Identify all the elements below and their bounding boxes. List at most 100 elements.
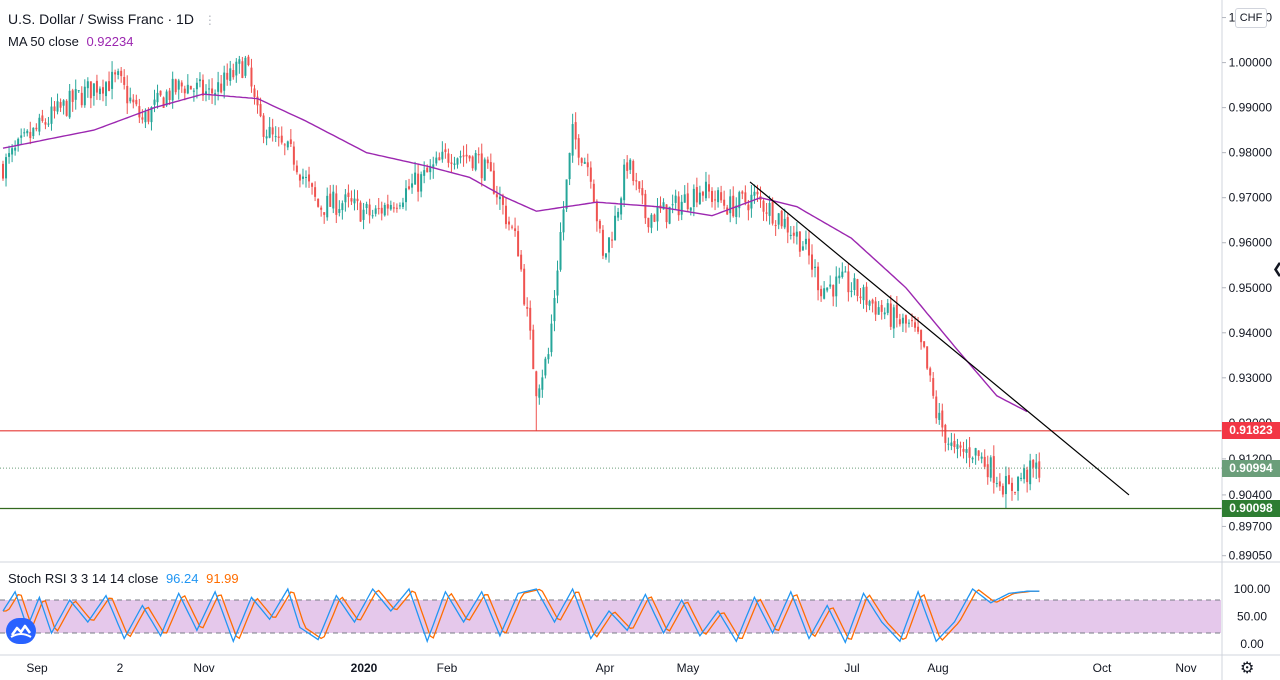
candle-body bbox=[595, 201, 598, 222]
candle-body bbox=[338, 208, 341, 213]
candle-body bbox=[238, 59, 241, 64]
candle-body bbox=[205, 91, 208, 95]
candle-body bbox=[450, 162, 453, 164]
candle-body bbox=[980, 456, 983, 459]
candle-body bbox=[480, 153, 483, 179]
candle-body bbox=[1032, 459, 1035, 468]
candle-body bbox=[783, 218, 786, 228]
candle-body bbox=[468, 155, 471, 159]
candle-body bbox=[417, 173, 420, 192]
candle-body bbox=[971, 457, 974, 460]
candle-body bbox=[671, 204, 674, 206]
candle-body bbox=[17, 138, 20, 147]
candle-body bbox=[53, 106, 56, 112]
candle-body bbox=[208, 88, 211, 90]
candle-body bbox=[111, 71, 114, 89]
candle-body bbox=[5, 157, 8, 179]
candle-body bbox=[983, 456, 986, 467]
candle-body bbox=[301, 176, 304, 179]
candle-body bbox=[977, 450, 980, 456]
candle-body bbox=[314, 187, 317, 197]
candle-body bbox=[765, 212, 768, 214]
candle-body bbox=[786, 217, 789, 233]
ma-label[interactable]: MA 50 close bbox=[8, 34, 79, 49]
candle-body bbox=[38, 117, 41, 132]
candle-body bbox=[838, 275, 841, 279]
candle-body bbox=[641, 188, 644, 196]
candle-body bbox=[435, 157, 438, 164]
downtrend-line bbox=[749, 181, 1130, 496]
candle-body bbox=[253, 88, 256, 97]
candle-body bbox=[1014, 491, 1017, 493]
candle-body bbox=[286, 141, 289, 148]
candle-body bbox=[898, 319, 901, 325]
candle-body bbox=[547, 354, 550, 360]
candle-body bbox=[247, 56, 250, 66]
candle-body bbox=[968, 447, 971, 458]
time-axis-tick-label: Sep bbox=[26, 661, 48, 675]
candle-body bbox=[483, 159, 486, 181]
settings-gear-icon[interactable]: ⚙ bbox=[1240, 660, 1255, 677]
symbol-title[interactable]: U.S. Dollar / Swiss Franc · 1D bbox=[8, 11, 194, 27]
candle-body bbox=[86, 81, 89, 89]
time-axis-tick-label: Aug bbox=[927, 661, 948, 675]
candle-body bbox=[798, 231, 801, 252]
candle-body bbox=[780, 210, 783, 227]
stoch-rsi-label[interactable]: Stoch RSI 3 3 14 14 close bbox=[8, 571, 159, 586]
candle-body bbox=[259, 104, 262, 117]
candle-body bbox=[865, 286, 868, 305]
candle-body bbox=[432, 164, 435, 169]
candle-body bbox=[211, 88, 214, 94]
candle-body bbox=[762, 200, 765, 212]
candle-body bbox=[674, 195, 677, 203]
candle-body bbox=[532, 329, 535, 370]
candle-body bbox=[292, 146, 295, 165]
axis-collapse-icon[interactable]: ❮ bbox=[1272, 260, 1280, 277]
candle-body bbox=[829, 284, 832, 287]
candle-body bbox=[614, 215, 617, 241]
candle-body bbox=[511, 226, 514, 228]
tradingview-logo-icon[interactable] bbox=[6, 618, 36, 644]
candle-body bbox=[656, 206, 659, 222]
candle-body bbox=[617, 211, 620, 218]
candle-body bbox=[353, 198, 356, 204]
candle-body bbox=[1023, 468, 1026, 480]
candle-body bbox=[74, 89, 77, 100]
candle-body bbox=[401, 202, 404, 207]
candle-body bbox=[68, 90, 71, 118]
price-axis-tick-label: 0.99000 bbox=[1229, 101, 1273, 115]
candle-body bbox=[738, 192, 741, 209]
candle-body bbox=[577, 138, 580, 158]
candle-body bbox=[562, 209, 565, 233]
candle-body bbox=[201, 79, 204, 96]
candle-body bbox=[250, 67, 253, 87]
candle-body bbox=[795, 231, 798, 237]
candle-body bbox=[638, 181, 641, 189]
candle-body bbox=[686, 193, 689, 210]
candle-body bbox=[377, 208, 380, 210]
candle-body bbox=[138, 106, 141, 118]
candle-body bbox=[932, 378, 935, 396]
currency-button[interactable]: CHF bbox=[1235, 8, 1267, 28]
candle-body bbox=[541, 377, 544, 390]
candle-body bbox=[114, 72, 117, 75]
candle-body bbox=[320, 207, 323, 210]
candle-body bbox=[974, 448, 977, 456]
candle-body bbox=[50, 106, 53, 124]
candle-body bbox=[668, 206, 671, 224]
candle-body bbox=[520, 254, 523, 270]
candle-body bbox=[92, 83, 95, 96]
candle-body bbox=[723, 199, 726, 206]
candle-body bbox=[814, 266, 817, 268]
candle-body bbox=[1001, 485, 1004, 495]
candle-body bbox=[598, 220, 601, 229]
candle-body bbox=[853, 278, 856, 290]
legend-menu-icon[interactable]: ⋮ bbox=[203, 13, 216, 27]
time-axis-tick-label: 2 bbox=[117, 661, 124, 675]
chart-legend: U.S. Dollar / Swiss Franc · 1D ⋮ MA 50 c… bbox=[8, 8, 216, 53]
price-axis-tick-label: 1.00000 bbox=[1229, 56, 1273, 70]
candle-body bbox=[874, 301, 877, 315]
candle-body bbox=[777, 213, 780, 225]
candle-body bbox=[23, 132, 26, 134]
